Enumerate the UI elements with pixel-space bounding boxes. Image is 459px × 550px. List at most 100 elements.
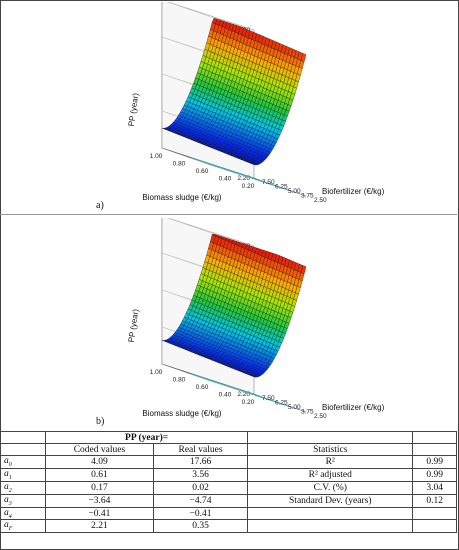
table-row: a0 4.09 17.66 R² 0.99	[0, 455, 457, 469]
y-tick-label: 3.75	[301, 409, 314, 416]
stat-value-cell: 3.04	[412, 480, 457, 495]
y-tick-label: 7.50	[262, 179, 275, 186]
x-tick-label: 0.40	[219, 392, 232, 399]
x-tick-label: 0.80	[173, 161, 186, 168]
table-title: PP (year)=	[44, 431, 249, 444]
coef-symbol: a	[4, 468, 9, 479]
surface-cell	[211, 233, 218, 237]
stat-value-cell: 0.12	[412, 493, 457, 508]
x-tick-label: 0.20	[242, 183, 255, 190]
coef-symbol: a	[4, 520, 9, 531]
response-surface	[161, 233, 307, 378]
table-corner-2	[0, 443, 46, 456]
coef-cell: a3	[0, 493, 46, 508]
real-value-cell: 3.56	[152, 467, 249, 482]
table-row: a1 0.61 3.56 R² adjusted 0.99	[0, 467, 457, 482]
stat-name-cell	[247, 506, 414, 521]
table-header-row: PP (year)=	[0, 431, 457, 444]
stat-value-cell: 0.99	[412, 467, 457, 482]
z-axis-label: PP (year)	[127, 92, 141, 127]
panel-label: a)	[96, 200, 104, 211]
surface-cell	[211, 17, 218, 25]
panel-label: b)	[96, 416, 104, 427]
table-row: a4 −0.41 −0.41	[0, 506, 457, 521]
y-tick-label: 2.50	[314, 197, 327, 204]
coef-subscript: 2	[8, 487, 12, 494]
coef-subscript: 3	[8, 500, 12, 507]
coded-value-cell: −0.41	[45, 506, 154, 521]
z-gridline	[167, 218, 255, 247]
y-tick-label: 6.25	[275, 184, 288, 191]
coef-subscript: 4	[8, 513, 12, 520]
floor-contour-line	[206, 163, 298, 194]
coef-subscript: F	[8, 526, 13, 533]
z-tick-label: 2.20	[237, 175, 250, 182]
x-tick-label: 0.60	[196, 168, 209, 175]
table-column-header-row: Coded values Real values Statistics	[0, 443, 457, 456]
table-header-blank-2	[412, 431, 457, 444]
real-value-cell: −4.74	[152, 493, 249, 508]
coef-cell: a2	[0, 480, 46, 495]
stat-value-cell	[412, 519, 457, 534]
coded-value-cell: 2.21	[45, 519, 154, 534]
col-real-header: Real values	[152, 443, 249, 456]
col-stats-header: Statistics	[247, 443, 414, 456]
coef-symbol: a	[4, 481, 9, 492]
x-tick-label: 0.40	[219, 176, 232, 183]
real-value-cell: 0.35	[152, 519, 249, 534]
z-axis-label: PP (year)	[127, 308, 141, 343]
z-tick-label: 2.20	[237, 391, 250, 398]
z-gridline	[167, 2, 255, 31]
coef-symbol: a	[4, 456, 9, 466]
coef-cell: a4	[0, 506, 46, 521]
surface-plot-a-svg: 2.204.156.108.0510.001.000.800.600.400.2…	[96, 2, 385, 211]
surface-plot-a: 2.204.156.108.0510.001.000.800.600.400.2…	[4, 2, 453, 214]
table-header-blank	[247, 431, 414, 444]
stat-name-cell: C.V. (%)	[247, 480, 414, 495]
y-axis-label: Biofertilizer (€/kg)	[322, 187, 385, 196]
coef-symbol: a	[4, 494, 9, 505]
table-corner	[0, 431, 46, 444]
surface-plot-b-svg: 2.204.156.108.0510.001.000.800.600.400.2…	[96, 218, 385, 427]
table-row: aF 2.21 0.35	[0, 519, 457, 534]
x-axis-label: Biomass sludge (€/kg)	[142, 409, 221, 418]
col-coded-header: Coded values	[45, 443, 154, 456]
x-tick-label: 0.20	[242, 399, 255, 406]
x-tick-label: 0.80	[173, 377, 186, 384]
x-tick-label: 0.60	[196, 384, 209, 391]
coded-value-cell: −3.64	[45, 493, 154, 508]
y-tick-label: 3.75	[301, 193, 314, 200]
y-axis-label: Biofertilizer (€/kg)	[322, 403, 385, 412]
figure-divider	[0, 214, 457, 215]
surface-plot-b: 2.204.156.108.0510.001.000.800.600.400.2…	[4, 218, 453, 430]
regression-table: PP (year)= Coded values Real values Stat…	[0, 431, 457, 534]
table-body: a0 4.09 17.66 R² 0.99 a1 0.61 3.56 R² adjusted 0.…	[0, 455, 457, 534]
real-value-cell: 17.66	[152, 455, 249, 469]
real-value-cell: 0.02	[152, 480, 249, 495]
real-value-cell: −0.41	[152, 506, 249, 521]
y-tick-label: 2.50	[314, 413, 327, 420]
stat-name-cell	[247, 519, 414, 534]
stat-value-cell: 0.99	[412, 455, 457, 469]
table-row: a3 −3.64 −4.74 Standard Dev. (years) 0.12	[0, 493, 457, 508]
response-surface	[161, 17, 307, 166]
x-tick-label: 1.00	[150, 369, 163, 376]
coded-value-cell: 0.61	[45, 467, 154, 482]
stat-name-cell: Standard Dev. (years)	[247, 493, 414, 508]
y-tick-label: 7.50	[262, 395, 275, 402]
coef-symbol: a	[4, 507, 9, 518]
coef-cell: a0	[0, 455, 46, 469]
floor-contour-line	[206, 379, 298, 410]
coef-subscript: 1	[8, 474, 12, 481]
coded-value-cell: 4.09	[45, 455, 154, 469]
table-row: a2 0.17 0.02 C.V. (%) 3.04	[0, 480, 457, 495]
stat-name-cell: R²	[247, 455, 414, 469]
coef-subscript: 0	[8, 461, 12, 468]
stat-name-cell: R² adjusted	[247, 467, 414, 482]
x-tick-label: 1.00	[150, 153, 163, 160]
y-tick-label: 5.00	[288, 404, 301, 411]
coef-cell: aF	[0, 519, 46, 534]
y-tick-label: 6.25	[275, 400, 288, 407]
y-tick-label: 5.00	[288, 188, 301, 195]
x-axis-label: Biomass sludge (€/kg)	[142, 193, 221, 202]
